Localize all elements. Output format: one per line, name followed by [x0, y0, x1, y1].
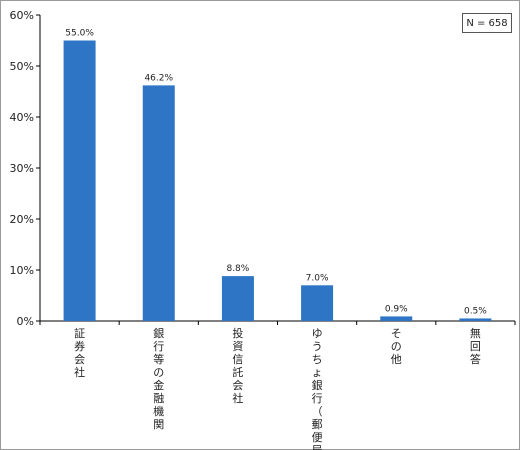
data-label: 0.5% — [464, 306, 487, 316]
category-label: ゆうちょ銀行（郵便局） — [312, 327, 323, 450]
bar — [301, 285, 334, 321]
bar — [63, 40, 96, 321]
sample-size-annotation: N = 658 — [462, 13, 512, 33]
y-tick-label: 40% — [10, 111, 34, 124]
data-label: 46.2% — [144, 73, 173, 83]
y-tick-label: 30% — [10, 162, 34, 175]
y-tick-labels: 0% 10% 20% 30% 40% 50% 60% — [10, 9, 34, 328]
y-tick-label: 20% — [10, 213, 34, 226]
bar — [221, 276, 254, 321]
y-tick-label: 10% — [10, 264, 34, 277]
y-tick-label: 50% — [10, 60, 34, 73]
category-label: 無回答 — [470, 326, 481, 366]
data-label: 7.0% — [306, 273, 329, 283]
y-tick-label: 60% — [10, 9, 34, 22]
y-tick-label: 0% — [17, 315, 34, 328]
category-label: 証券会社 — [74, 327, 85, 379]
category-label: その他 — [391, 327, 402, 366]
bar — [459, 318, 492, 321]
bar — [380, 316, 413, 321]
category-label: 投資信託会社 — [232, 326, 243, 405]
category-label: 銀行等の金融機関 — [153, 326, 164, 431]
category-labels: 証券会社 銀行等の金融機関 投資信託会社 ゆうちょ銀行（郵便局） その他 無回答 — [74, 326, 481, 450]
data-labels: 55.0% 46.2% 8.8% 7.0% 0.9% 0.5% — [65, 29, 487, 317]
data-label: 8.8% — [226, 264, 249, 274]
bars — [63, 40, 492, 321]
bar — [142, 85, 175, 321]
data-label: 0.9% — [385, 304, 408, 314]
data-label: 55.0% — [65, 29, 94, 39]
axes — [36, 14, 516, 325]
